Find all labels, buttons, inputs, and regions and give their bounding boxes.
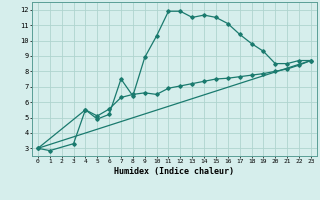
X-axis label: Humidex (Indice chaleur): Humidex (Indice chaleur) <box>115 167 234 176</box>
